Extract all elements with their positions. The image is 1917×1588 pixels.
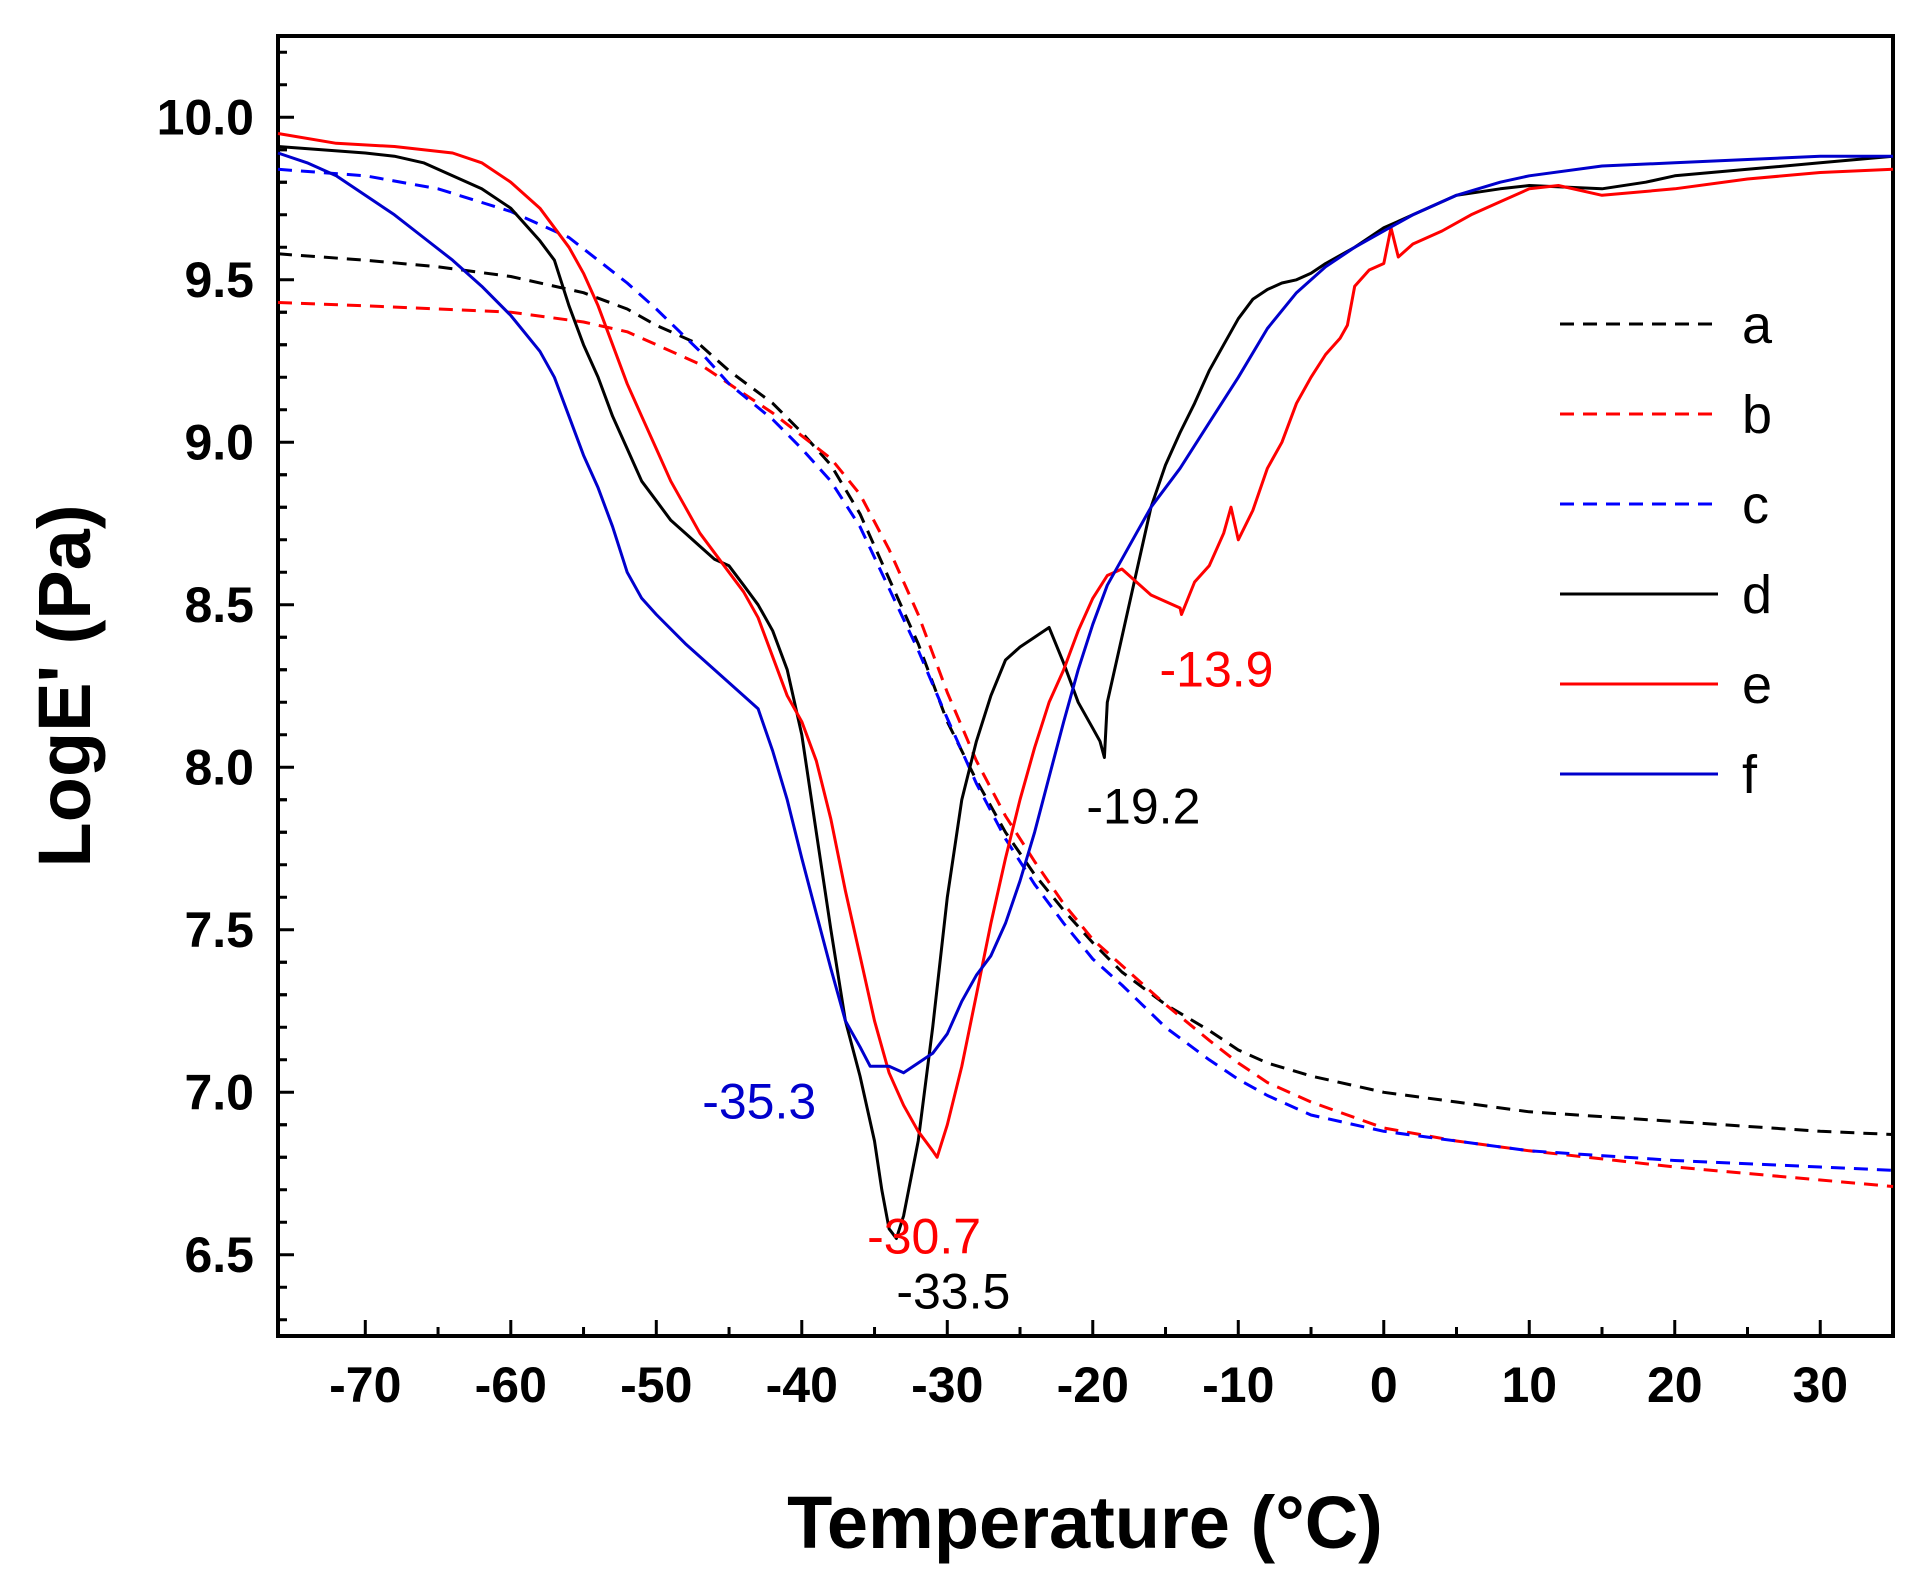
annotation-label: -33.5	[896, 1264, 1010, 1320]
x-tick-label: -30	[911, 1357, 983, 1413]
x-tick-label: -20	[1057, 1357, 1129, 1413]
y-tick-label: 9.5	[184, 252, 254, 308]
legend-label-c: c	[1742, 475, 1769, 535]
plot-frame	[276, 34, 1895, 1338]
legend-label-f: f	[1742, 745, 1758, 805]
annotation-label: -13.9	[1160, 642, 1274, 698]
x-tick-label: -40	[766, 1357, 838, 1413]
x-tick-label: 30	[1792, 1357, 1848, 1413]
y-axis-title: LogE' (Pa)	[23, 505, 106, 868]
axis-ticks	[278, 50, 1822, 1336]
legend-label-b: b	[1742, 385, 1772, 445]
series-a-line	[277, 252, 1894, 1136]
x-tick-label: -60	[475, 1357, 547, 1413]
x-axis-title: Temperature (°C)	[787, 1481, 1383, 1564]
annotation-label: -19.2	[1086, 779, 1200, 835]
x-tick-label: 20	[1647, 1357, 1703, 1413]
annotation-label: -35.3	[702, 1073, 816, 1129]
x-tick-label: -70	[329, 1357, 401, 1413]
annotations: -35.3 -30.7-33.5 -19.2 -13.9	[702, 642, 1273, 1320]
x-tick-label: 0	[1370, 1357, 1398, 1413]
y-tick-label: 9.0	[184, 414, 254, 470]
series-f-line	[277, 151, 1893, 1075]
series-layer	[277, 132, 1894, 1240]
legend-label-d: d	[1742, 565, 1772, 625]
y-tick-label: 8.0	[184, 739, 254, 795]
series-b-line	[277, 301, 1894, 1188]
x-tick-labels: -70 -60 -50 -40 -30 -20 -10 0 10 20 30	[329, 1357, 1848, 1413]
annotation-label: -30.7	[867, 1208, 981, 1264]
series-e-line	[277, 132, 1894, 1159]
legend-label-a: a	[1742, 295, 1773, 355]
x-tick-label: -50	[620, 1357, 692, 1413]
y-tick-labels: 6.5 7.0 7.5 8.0 8.5 9.0 9.5 10.0	[157, 89, 254, 1283]
y-tick-label: 10.0	[157, 89, 254, 145]
series-c-line	[277, 167, 1894, 1172]
x-tick-label: -10	[1202, 1357, 1274, 1413]
y-tick-label: 8.5	[184, 577, 254, 633]
series-d-line	[277, 145, 1894, 1240]
y-tick-label: 7.0	[184, 1064, 254, 1120]
y-tick-label: 6.5	[184, 1227, 254, 1283]
legend-label-e: e	[1742, 655, 1772, 715]
x-tick-label: 10	[1501, 1357, 1557, 1413]
y-tick-label: 7.5	[184, 902, 254, 958]
